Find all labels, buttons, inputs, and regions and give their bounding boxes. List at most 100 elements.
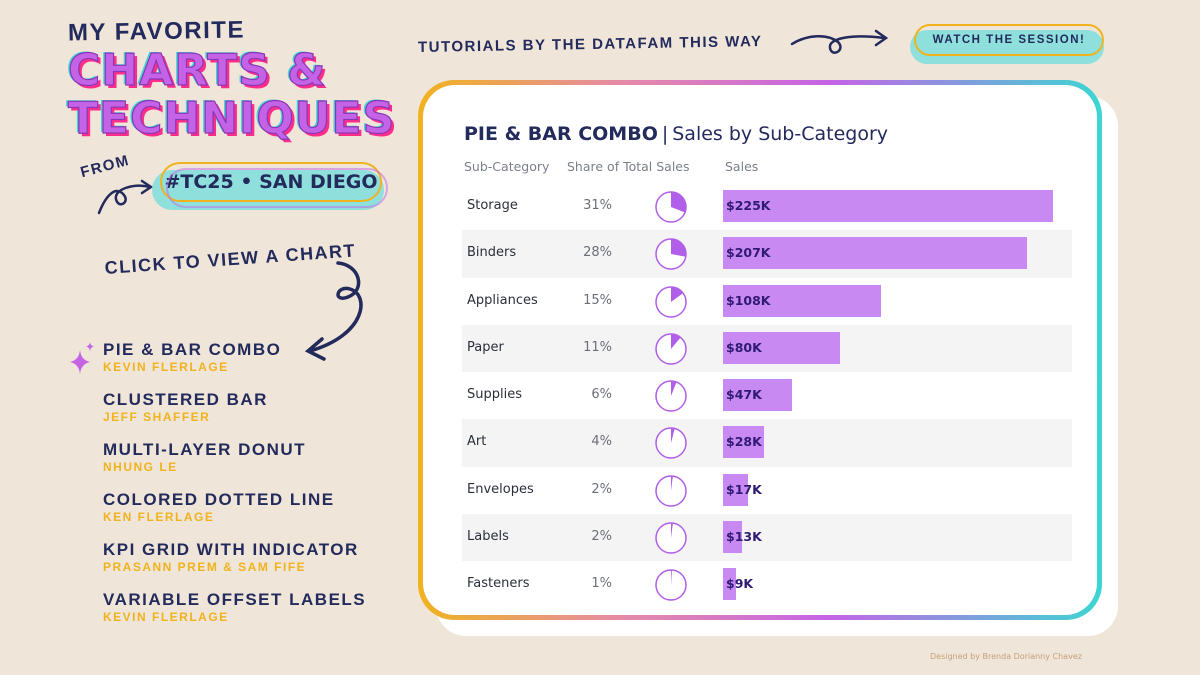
category-label: Fasteners bbox=[467, 576, 530, 592]
category-label: Labels bbox=[467, 529, 509, 545]
sales-value-label: $47K bbox=[726, 387, 762, 403]
curly-arrow-icon bbox=[97, 179, 154, 215]
sales-bar[interactable] bbox=[723, 379, 792, 412]
title-charts: CHARTS & bbox=[67, 45, 327, 96]
chart-row[interactable]: Binders 28% $207K bbox=[462, 230, 1072, 278]
nav-item-title: KPI GRID WITH INDICATOR bbox=[103, 540, 359, 559]
share-pie bbox=[655, 380, 687, 412]
chart-card: PIE & BAR COMBO | Sales by Sub-Category Su… bbox=[423, 85, 1097, 615]
share-label: 2% bbox=[591, 529, 612, 545]
event-badge: #TC25 • SAN DIEGO bbox=[160, 162, 388, 208]
chart-row[interactable]: Paper 11% $80K bbox=[462, 324, 1072, 373]
category-label: Art bbox=[467, 434, 487, 450]
chart-row[interactable]: Labels 2% $13K bbox=[462, 514, 1072, 562]
nav-item-title: PIE & BAR COMBO bbox=[103, 340, 282, 359]
chart-title-sub: Sales by Sub-Category bbox=[672, 123, 889, 145]
nav-item-pie-bar-combo[interactable]: PIE & BAR COMBO KEVIN FLERLAGE bbox=[70, 340, 390, 390]
share-pie bbox=[655, 569, 687, 602]
sales-value-label: $13K bbox=[726, 529, 762, 545]
chart-row[interactable]: Art 4% $28K bbox=[462, 419, 1072, 467]
nav-item-clustered-bar[interactable]: CLUSTERED BAR JEFF SHAFFER bbox=[70, 390, 390, 440]
sales-value-label: $9K bbox=[726, 576, 754, 592]
sales-bar[interactable] bbox=[723, 426, 765, 459]
loop-arrow-icon bbox=[304, 261, 363, 361]
category-label: Envelopes bbox=[467, 481, 534, 497]
share-label: 28% bbox=[583, 245, 612, 261]
chart-row[interactable]: Envelopes 2% $17K bbox=[462, 467, 1072, 514]
column-header-sub-category: Sub-Category bbox=[464, 159, 550, 174]
nav-item-colored-dotted-line[interactable]: COLORED DOTTED LINE KEN FLERLAGE bbox=[70, 490, 390, 540]
nav-item-author: KEVIN FLERLAGE bbox=[103, 610, 229, 624]
sales-value-label: $28K bbox=[726, 434, 762, 450]
pie-slice bbox=[671, 428, 675, 444]
sparkle-icon bbox=[70, 342, 94, 374]
chart-title-strong: PIE & BAR COMBO bbox=[464, 123, 658, 145]
nav-item-author: NHUNG LE bbox=[103, 460, 178, 474]
watch-button-shadow bbox=[910, 30, 1104, 64]
share-pie bbox=[655, 238, 687, 271]
chart-row[interactable]: Appliances 15% $108K bbox=[462, 278, 1072, 325]
pie-slice bbox=[671, 523, 673, 539]
share-pie bbox=[655, 333, 687, 365]
pie-slice bbox=[671, 239, 686, 258]
badge-shadow bbox=[152, 170, 384, 210]
chart-row[interactable]: Supplies 6% $47K bbox=[462, 372, 1072, 419]
pie-slice bbox=[671, 570, 672, 586]
chart-frame: PIE & BAR COMBO | Sales by Sub-Category Su… bbox=[418, 80, 1102, 620]
sales-bar[interactable] bbox=[723, 237, 1027, 270]
chart-row[interactable]: Fasteners 1% $9K bbox=[462, 561, 1072, 608]
sales-value-label: $80K bbox=[726, 339, 762, 355]
watch-session-button[interactable]: WATCH THE SESSION! bbox=[914, 24, 1104, 56]
nav-item-title: COLORED DOTTED LINE bbox=[103, 490, 335, 509]
column-header-sales: Sales bbox=[725, 159, 759, 174]
title-my-favorite: MY FAVORITE bbox=[67, 16, 246, 47]
sales-bar[interactable] bbox=[723, 521, 743, 554]
nav-item-title: VARIABLE OFFSET LABELS bbox=[103, 590, 367, 609]
sales-bar[interactable] bbox=[723, 284, 882, 317]
category-label: Storage bbox=[467, 198, 518, 213]
sales-value-label: $108K bbox=[726, 292, 771, 308]
chart-title: PIE & BAR COMBO | Sales by Sub-Category bbox=[464, 123, 888, 145]
share-pie bbox=[655, 191, 687, 223]
sales-value-label: $207K bbox=[726, 245, 771, 261]
share-label: 1% bbox=[591, 576, 612, 592]
share-label: 15% bbox=[583, 292, 612, 308]
nav-item-title: MULTI-LAYER DONUT bbox=[103, 440, 307, 459]
share-pie bbox=[655, 522, 687, 554]
category-label: Supplies bbox=[467, 387, 522, 403]
column-header-share: Share of Total Sales bbox=[567, 159, 690, 174]
sales-bar[interactable] bbox=[723, 190, 1053, 222]
chart-title-separator: | bbox=[661, 123, 669, 145]
chart-nav: PIE & BAR COMBO KEVIN FLERLAGE CLUSTERED… bbox=[70, 340, 390, 640]
nav-item-kpi-grid[interactable]: KPI GRID WITH INDICATOR PRASANN PREM & S… bbox=[70, 540, 390, 590]
nav-item-title: CLUSTERED BAR bbox=[103, 390, 268, 409]
pie-slice bbox=[671, 333, 681, 349]
sales-bar[interactable] bbox=[723, 331, 841, 364]
pie-slice bbox=[671, 192, 687, 213]
share-pie bbox=[655, 427, 687, 460]
share-label: 11% bbox=[583, 339, 612, 355]
pie-slice bbox=[671, 475, 673, 491]
nav-item-author: KEVIN FLERLAGE bbox=[103, 360, 229, 374]
sales-bar[interactable] bbox=[723, 568, 737, 601]
chart-rows: Storage 31% $225K Binders 28% $207K Appliances… bbox=[462, 183, 1072, 609]
nav-item-author: PRASANN PREM & SAM FIFE bbox=[103, 560, 307, 574]
category-label: Paper bbox=[467, 339, 504, 355]
sales-value-label: $225K bbox=[726, 198, 771, 213]
nav-item-author: JEFF SHAFFER bbox=[103, 410, 211, 424]
sales-value-label: $17K bbox=[726, 481, 762, 497]
nav-item-author: KEN FLERLAGE bbox=[103, 510, 215, 524]
category-label: Appliances bbox=[467, 292, 538, 308]
share-label: 4% bbox=[591, 434, 612, 450]
chart-row[interactable]: Storage 31% $225K bbox=[462, 183, 1072, 230]
share-pie bbox=[655, 285, 687, 318]
sales-bar[interactable] bbox=[723, 473, 748, 506]
share-pie bbox=[655, 475, 687, 507]
loop-right-arrow-icon bbox=[790, 29, 889, 54]
tutorials-label: TUTORIALS BY THE DATAFAM THIS WAY bbox=[417, 32, 763, 57]
title-techniques: TECHNIQUES bbox=[67, 93, 396, 144]
nav-item-multi-layer-donut[interactable]: MULTI-LAYER DONUT NHUNG LE bbox=[70, 440, 390, 490]
nav-item-variable-offset-labels[interactable]: VARIABLE OFFSET LABELS KEVIN FLERLAGE bbox=[70, 590, 390, 640]
pie-slice bbox=[671, 286, 684, 302]
pie-slice bbox=[671, 381, 677, 397]
